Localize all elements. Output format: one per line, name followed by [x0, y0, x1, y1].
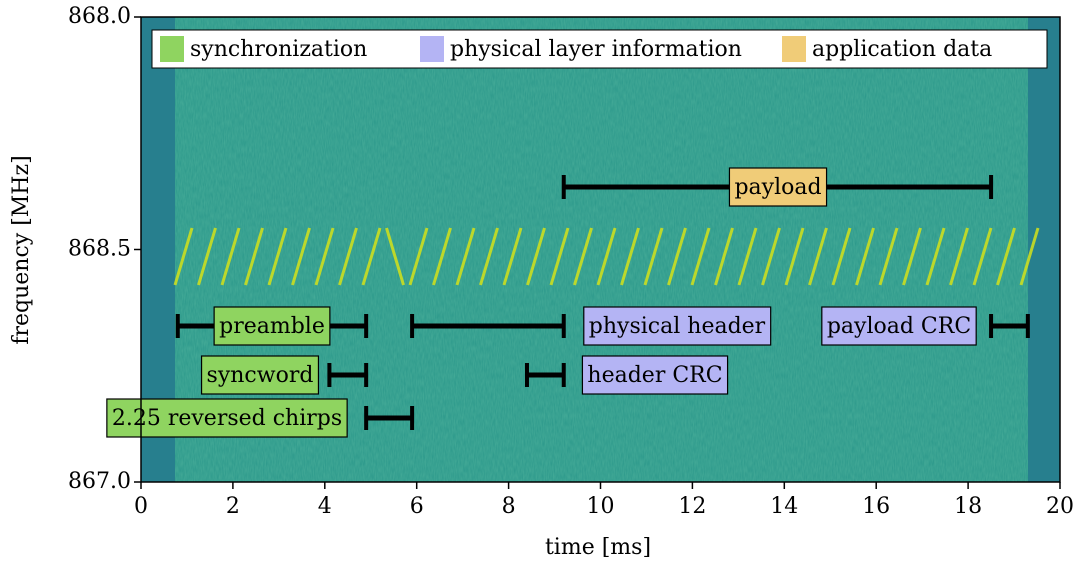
- chirp: [455, 227, 476, 286]
- x-tick-label: 20: [1046, 494, 1074, 519]
- annotation-label: physical header: [589, 314, 766, 339]
- x-tick-label: 14: [770, 494, 798, 519]
- chirp: [220, 227, 241, 286]
- chirp: [385, 227, 405, 286]
- chirp: [667, 227, 687, 286]
- legend-swatch: [782, 36, 806, 62]
- legend-swatch: [420, 36, 444, 62]
- chirp: [643, 227, 664, 286]
- x-tick-label: 12: [678, 494, 706, 519]
- chirp: [244, 227, 264, 286]
- annotation-label: 2.25 reversed chirps: [112, 406, 342, 431]
- interval: [410, 314, 566, 338]
- chirp: [338, 227, 358, 286]
- annotation-box: [213, 306, 331, 346]
- annotation-box: [728, 167, 828, 207]
- chirp: [949, 227, 969, 286]
- annotation-box: [583, 306, 772, 346]
- chirp: [784, 227, 805, 286]
- annotation-label: payload CRC: [827, 314, 971, 339]
- x-tick-label: 8: [502, 494, 516, 519]
- chirp: [737, 227, 758, 286]
- chirp: [902, 227, 922, 286]
- chirp: [1019, 227, 1040, 286]
- legend-swatch: [160, 36, 184, 62]
- chirp: [972, 227, 993, 286]
- annotation-label: header CRC: [587, 363, 722, 388]
- legend-label: physical layer information: [450, 37, 742, 62]
- legend-label: application data: [812, 37, 992, 62]
- chirp: [526, 227, 546, 286]
- chirp: [620, 227, 640, 286]
- x-tick-label: 10: [587, 494, 615, 519]
- annotation-label: preamble: [219, 314, 325, 339]
- y-axis-label: frequency [MHz]: [9, 155, 34, 344]
- chirp: [197, 227, 217, 286]
- x-tick-label: 2: [226, 494, 240, 519]
- chirp: [831, 227, 852, 286]
- chirp: [408, 227, 429, 286]
- chirp: [291, 227, 311, 286]
- chirp: [267, 227, 288, 286]
- chirp: [173, 227, 194, 286]
- chirp: [549, 227, 570, 286]
- chirp: [361, 227, 382, 286]
- y-tick-label: 867.0: [68, 469, 131, 494]
- annotation-box: [821, 306, 977, 346]
- chirps: [173, 227, 1040, 286]
- chirp: [314, 227, 335, 286]
- chirp: [690, 227, 711, 286]
- chirp: [808, 227, 828, 286]
- y-tick-label: 868.0: [68, 4, 131, 29]
- annotation-box: [106, 398, 348, 438]
- annotation-label: payload: [734, 175, 821, 200]
- legend-box: [151, 29, 1048, 69]
- interval: [327, 363, 369, 387]
- marks: payload preamble physical header payload CR…: [106, 167, 1030, 438]
- chirp: [502, 227, 523, 286]
- chirp: [596, 227, 617, 286]
- interval: [364, 406, 415, 430]
- chirp: [878, 227, 899, 286]
- chirp: [855, 227, 875, 286]
- chirp: [573, 227, 593, 286]
- chirp: [714, 227, 734, 286]
- chirp: [761, 227, 781, 286]
- y-tick-label: 868.5: [68, 237, 131, 262]
- annotation-label: syncword: [207, 363, 314, 388]
- chirp: [432, 227, 452, 286]
- x-tick-label: 6: [410, 494, 424, 519]
- chirp: [925, 227, 946, 286]
- x-tick-label: 4: [318, 494, 332, 519]
- chirp: [996, 227, 1016, 286]
- chirp: [479, 227, 499, 286]
- legend-label: synchronization: [190, 37, 367, 62]
- interval: [989, 314, 1030, 338]
- annotation-box: [581, 355, 729, 395]
- x-tick-label: 16: [862, 494, 890, 519]
- x-axis-label: time [ms]: [545, 535, 651, 560]
- interval: [524, 363, 566, 387]
- x-tick-label: 0: [134, 494, 148, 519]
- x-tick-label: 18: [954, 494, 982, 519]
- annotation-box: [200, 355, 320, 395]
